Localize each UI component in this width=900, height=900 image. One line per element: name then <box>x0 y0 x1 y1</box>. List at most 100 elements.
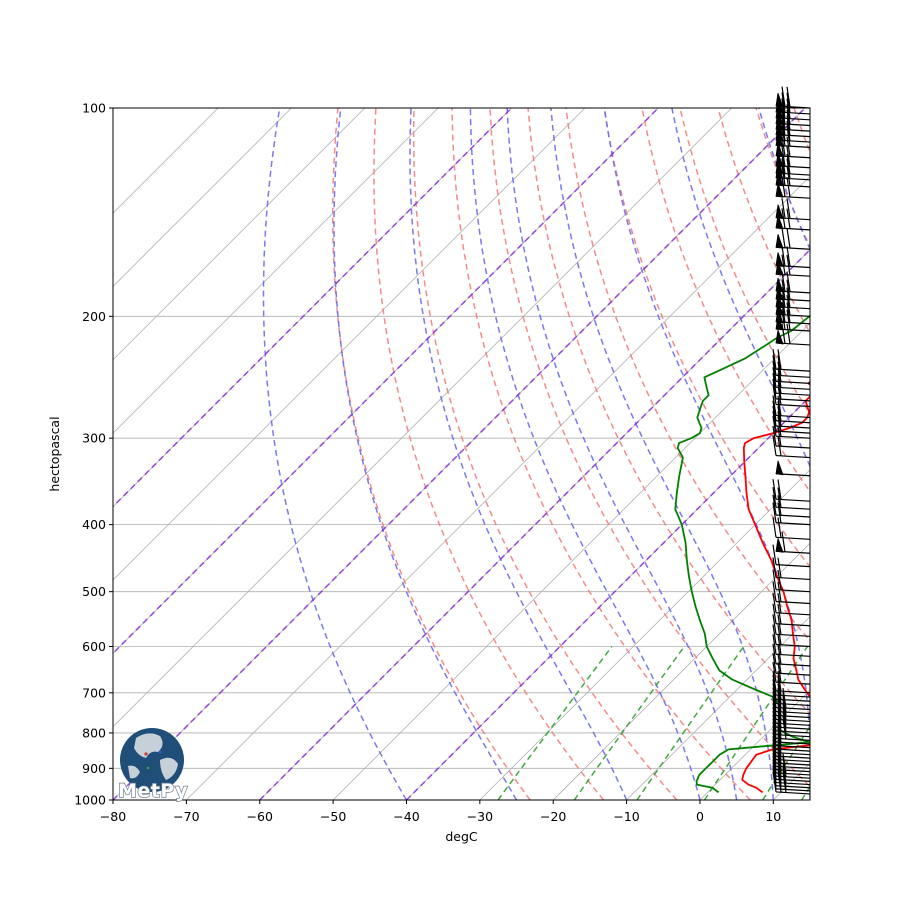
wind-barb <box>775 245 811 269</box>
dry-adiabats <box>331 108 810 800</box>
temperature-line <box>741 380 810 794</box>
wind-barb <box>775 227 811 250</box>
isotherm-line <box>113 108 586 581</box>
x-tick-label: −40 <box>393 809 419 824</box>
highlighted-isotherm <box>113 108 513 508</box>
wind-barb <box>775 254 811 277</box>
wind-barb <box>775 323 811 346</box>
dry-adiabat <box>527 108 810 715</box>
moist-adiabat <box>409 108 628 800</box>
wind-barb <box>772 378 811 402</box>
plot-frame <box>112 107 811 801</box>
wind-barb <box>772 557 811 581</box>
moist-adiabat <box>550 108 775 800</box>
wind-barb <box>772 479 811 502</box>
x-tick-label: −50 <box>320 809 346 824</box>
highlighted-isotherm <box>405 395 810 800</box>
dewpoint-line <box>674 314 810 794</box>
wind-barb <box>772 679 811 702</box>
wind-barb <box>775 176 811 199</box>
wind-barb <box>772 517 811 540</box>
wind-barb <box>775 287 811 310</box>
wind-barb <box>772 384 811 408</box>
axis-ticks: −80 −70 −60 −50 −40 −30 −20 −10 0 10 1000 900 800 700… <box>74 101 781 825</box>
globe-logo-icon <box>120 728 184 792</box>
moist-adiabat <box>469 108 701 800</box>
highlighted-isotherm <box>113 108 659 655</box>
x-tick-label: −70 <box>173 809 199 824</box>
x-tick-label: −80 <box>100 809 126 824</box>
wind-barb <box>772 502 811 526</box>
dry-adiabat <box>331 108 531 800</box>
wind-barb <box>772 569 811 593</box>
dry-adiabat <box>641 108 810 493</box>
wind-barb <box>772 670 811 694</box>
y-tick-label: 200 <box>82 309 106 324</box>
dry-adiabat <box>412 108 678 800</box>
wind-barb <box>772 592 811 616</box>
y-tick-label: 800 <box>82 725 106 740</box>
isotherm-line <box>552 542 810 800</box>
x-tick-label: −10 <box>613 809 639 824</box>
wind-barb <box>775 531 811 554</box>
moist-adiabat <box>262 108 408 800</box>
wind-barb <box>772 683 811 707</box>
x-tick-label: −20 <box>540 809 566 824</box>
wind-barb <box>775 86 811 109</box>
wind-barb <box>775 198 811 221</box>
mixing-ratio-line <box>703 646 809 800</box>
moist-adiabat <box>506 108 738 800</box>
y-tick-label: 700 <box>82 685 106 700</box>
highlighted-isotherm <box>113 108 806 800</box>
wind-barb <box>772 349 811 372</box>
isotherm-line <box>113 108 366 361</box>
dry-adiabat <box>489 108 810 788</box>
isotherm-line <box>186 175 810 800</box>
y-tick-label: 300 <box>82 431 106 446</box>
x-tick-label: 0 <box>696 809 704 824</box>
highlighted-isotherms <box>113 108 810 800</box>
moist-adiabat <box>333 108 518 800</box>
wind-barb <box>772 614 811 637</box>
wind-barb <box>772 487 811 510</box>
dry-adiabat <box>679 108 810 416</box>
y-tick-label: 400 <box>82 517 106 532</box>
dry-adiabat <box>565 108 810 642</box>
x-tick-label: −30 <box>467 809 493 824</box>
sounding-profiles <box>674 314 810 794</box>
isotherm-line <box>113 108 732 728</box>
isotherm-line <box>113 108 292 287</box>
y-tick-label: 100 <box>82 101 106 116</box>
y-tick-label: 900 <box>82 761 106 776</box>
wind-barb <box>772 405 811 429</box>
wind-barb <box>772 581 811 605</box>
wind-barb <box>772 373 811 396</box>
wind-barb <box>772 367 811 390</box>
wind-barb <box>772 361 811 384</box>
wind-barb <box>772 355 811 378</box>
isotherm-line <box>113 108 439 434</box>
wind-barb <box>772 674 811 698</box>
wind-barb <box>772 653 811 676</box>
x-axis-label: degC <box>445 829 478 844</box>
dry-adiabat <box>451 108 751 800</box>
wind-barb <box>772 544 811 568</box>
wind-barbs <box>772 86 811 795</box>
x-tick-label: 10 <box>765 809 781 824</box>
y-tick-label: 600 <box>82 639 106 654</box>
y-axis-label: hectopascal <box>47 416 62 491</box>
y-tick-label: 500 <box>82 584 106 599</box>
mixing-ratio-line <box>497 646 613 800</box>
wind-barb <box>772 494 811 518</box>
wind-barb <box>772 603 811 627</box>
wind-barb <box>772 662 811 685</box>
mixing-ratio-line <box>636 646 745 800</box>
y-tick-label: 1000 <box>74 793 106 808</box>
metpy-logo: MetPy <box>117 728 188 803</box>
logo-text: MetPy <box>118 780 188 802</box>
isotherm-line <box>479 469 810 800</box>
dry-adiabat <box>373 108 605 800</box>
mixing-ratio-line <box>573 646 685 800</box>
highlighted-isotherm <box>259 248 810 800</box>
